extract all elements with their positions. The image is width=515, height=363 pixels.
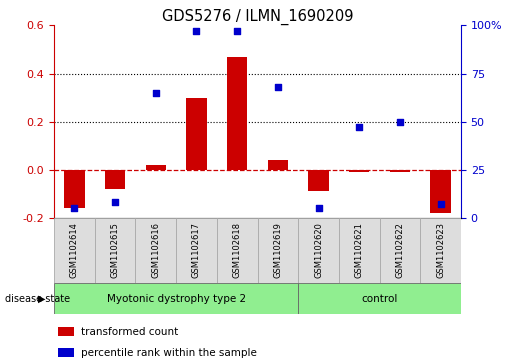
Text: GSM1102621: GSM1102621 <box>355 223 364 278</box>
Text: GSM1102623: GSM1102623 <box>436 223 445 278</box>
Point <box>396 119 404 125</box>
Bar <box>308 170 329 191</box>
FancyBboxPatch shape <box>339 218 380 283</box>
Text: GSM1102617: GSM1102617 <box>192 223 201 278</box>
Text: GSM1102616: GSM1102616 <box>151 223 160 278</box>
FancyBboxPatch shape <box>217 218 258 283</box>
Text: ▶: ▶ <box>38 294 45 303</box>
Point <box>436 201 444 207</box>
Bar <box>186 98 207 170</box>
Point <box>111 200 119 205</box>
Point <box>274 84 282 90</box>
Text: GSM1102620: GSM1102620 <box>314 223 323 278</box>
FancyBboxPatch shape <box>298 218 339 283</box>
FancyBboxPatch shape <box>135 218 176 283</box>
Text: GSM1102619: GSM1102619 <box>273 223 282 278</box>
FancyBboxPatch shape <box>54 218 95 283</box>
Point <box>233 28 241 34</box>
Point <box>192 28 200 34</box>
Bar <box>227 57 247 170</box>
FancyBboxPatch shape <box>54 283 298 314</box>
FancyBboxPatch shape <box>258 218 298 283</box>
Bar <box>431 170 451 213</box>
Text: control: control <box>362 294 398 303</box>
Text: GSM1102618: GSM1102618 <box>233 223 242 278</box>
Text: percentile rank within the sample: percentile rank within the sample <box>80 348 256 358</box>
Point <box>314 205 322 211</box>
FancyBboxPatch shape <box>420 218 461 283</box>
FancyBboxPatch shape <box>95 218 135 283</box>
Bar <box>105 170 125 189</box>
Point <box>355 125 363 130</box>
Point <box>70 205 78 211</box>
Bar <box>58 348 74 357</box>
Text: GSM1102615: GSM1102615 <box>111 223 119 278</box>
Text: Myotonic dystrophy type 2: Myotonic dystrophy type 2 <box>107 294 246 303</box>
Bar <box>64 170 84 208</box>
Text: GSM1102614: GSM1102614 <box>70 223 79 278</box>
Bar <box>146 165 166 170</box>
Bar <box>349 170 369 172</box>
FancyBboxPatch shape <box>176 218 217 283</box>
Text: transformed count: transformed count <box>80 327 178 337</box>
Title: GDS5276 / ILMN_1690209: GDS5276 / ILMN_1690209 <box>162 9 353 25</box>
Bar <box>58 327 74 336</box>
Point <box>151 90 160 95</box>
Text: disease state: disease state <box>5 294 70 303</box>
Text: GSM1102622: GSM1102622 <box>396 223 404 278</box>
FancyBboxPatch shape <box>380 218 420 283</box>
FancyBboxPatch shape <box>298 283 461 314</box>
Bar <box>268 160 288 170</box>
Bar <box>390 170 410 172</box>
